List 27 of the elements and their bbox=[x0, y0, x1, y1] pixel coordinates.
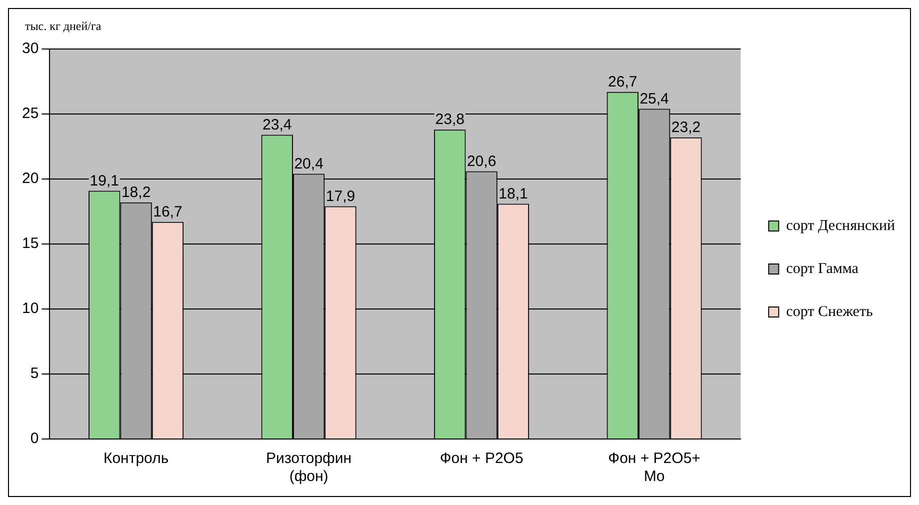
y-tick-label: 15 bbox=[22, 235, 39, 252]
data-label: 16,7 bbox=[153, 204, 182, 221]
y-tick-label: 20 bbox=[22, 170, 39, 188]
legend-label: сорт Деснянский bbox=[786, 218, 896, 234]
y-tick-label: 0 bbox=[30, 430, 39, 448]
legend-label: сорт Снежеть bbox=[786, 304, 874, 320]
y-tick-label: 30 bbox=[22, 40, 39, 58]
y-tick-label: 10 bbox=[22, 300, 39, 318]
x-tick-label: Контроль bbox=[103, 450, 169, 468]
x-tick-label: Фон + P2O5 bbox=[440, 450, 524, 468]
data-label: 23,2 bbox=[671, 119, 701, 136]
data-label: 23,8 bbox=[435, 111, 464, 128]
data-label: 20,4 bbox=[294, 155, 324, 172]
x-tick-label: Ризоторфин (фон) bbox=[266, 450, 352, 486]
y-axis-title: тыс. кг дней/га bbox=[25, 19, 102, 34]
legend-label: сорт Гамма bbox=[786, 260, 859, 277]
data-label: 17,9 bbox=[326, 188, 356, 205]
data-label: 23,4 bbox=[262, 116, 292, 134]
data-label: 20,6 bbox=[466, 152, 496, 170]
data-label: 18,2 bbox=[121, 184, 151, 202]
y-tick-label: 5 bbox=[30, 365, 39, 382]
x-tick-label: Фон + P2O5+ Mo bbox=[608, 450, 701, 486]
data-label: 26,7 bbox=[608, 74, 638, 91]
data-label: 19,1 bbox=[90, 172, 119, 190]
data-label: 18,1 bbox=[498, 185, 528, 202]
data-label: 25,4 bbox=[640, 90, 669, 108]
y-tick-label: 25 bbox=[22, 105, 39, 122]
